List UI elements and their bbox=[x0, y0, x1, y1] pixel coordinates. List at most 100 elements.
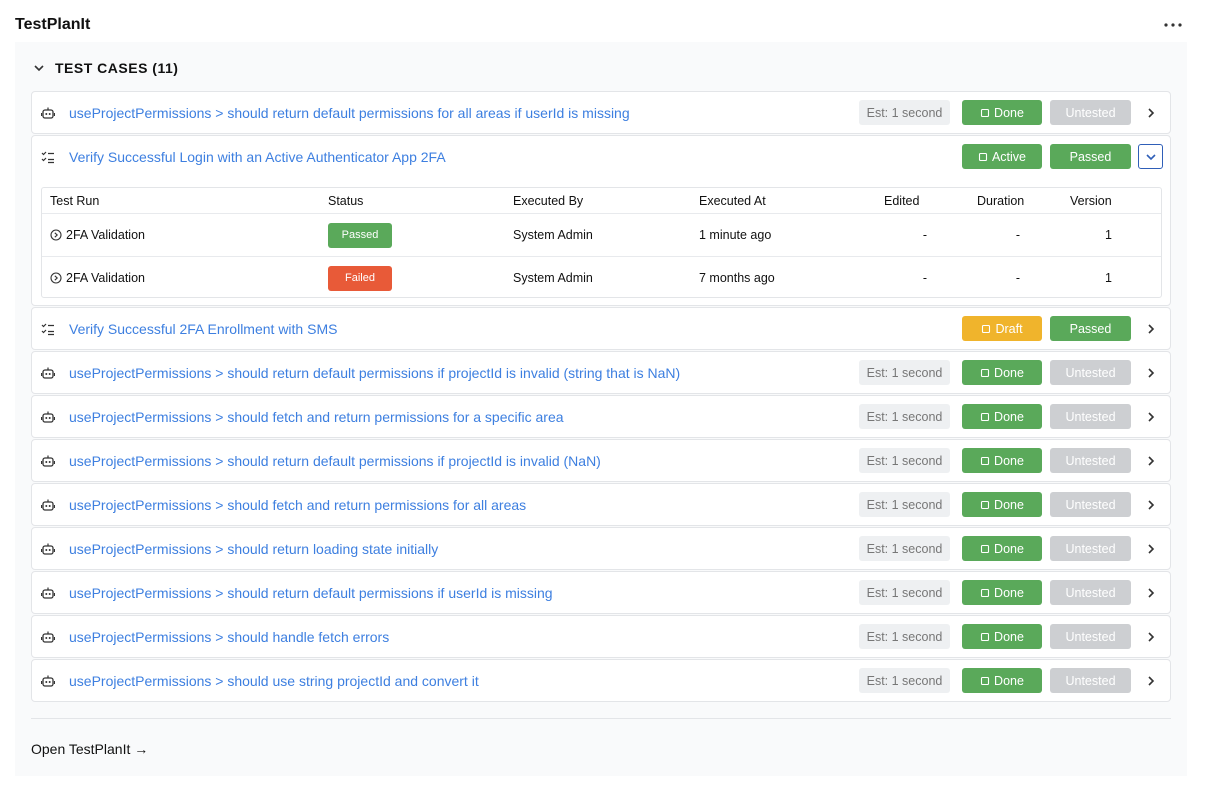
run-name-text: 2FA Validation bbox=[66, 271, 145, 285]
expand-button[interactable] bbox=[1145, 410, 1157, 429]
case-icon bbox=[40, 542, 56, 561]
column-header: Executed By bbox=[513, 193, 584, 208]
section-title: TEST CASES (11) bbox=[55, 60, 179, 76]
state-label: Done bbox=[994, 409, 1024, 424]
case-row[interactable]: useProjectPermissions > should return de… bbox=[31, 439, 1171, 482]
case-name[interactable]: Verify Successful 2FA Enrollment with SM… bbox=[69, 321, 338, 337]
column-header: Duration bbox=[977, 193, 1025, 208]
estimate-badge: Est: 1 second bbox=[859, 404, 950, 429]
run-name: 2FA Validation bbox=[50, 257, 145, 299]
case-name[interactable]: useProjectPermissions > should handle fe… bbox=[69, 629, 390, 645]
column-header: Edited bbox=[884, 193, 920, 208]
run-duration: - bbox=[1015, 228, 1020, 242]
robot-icon bbox=[40, 631, 56, 643]
case-icon bbox=[40, 106, 56, 125]
robot-icon bbox=[40, 411, 56, 423]
menu-button[interactable] bbox=[1163, 20, 1183, 30]
case-name[interactable]: useProjectPermissions > should return de… bbox=[69, 105, 630, 121]
case-icon bbox=[40, 454, 56, 473]
case-icon bbox=[41, 150, 55, 169]
state-label: Done bbox=[994, 365, 1024, 380]
case-name[interactable]: useProjectPermissions > should fetch and… bbox=[69, 409, 564, 425]
estimate-badge: Est: 1 second bbox=[859, 580, 950, 605]
case-icon bbox=[40, 630, 56, 649]
run-name: 2FA Validation bbox=[50, 214, 145, 256]
case-row[interactable]: useProjectPermissions > should handle fe… bbox=[31, 615, 1171, 658]
case-row[interactable]: Verify Successful 2FA Enrollment with SM… bbox=[31, 307, 1171, 350]
case-name[interactable]: useProjectPermissions > should use strin… bbox=[69, 673, 479, 689]
expand-button[interactable] bbox=[1145, 542, 1157, 561]
state-label: Active bbox=[991, 149, 1027, 164]
expand-button[interactable] bbox=[1145, 674, 1157, 693]
case-row[interactable]: useProjectPermissions > should return de… bbox=[31, 351, 1171, 394]
robot-icon bbox=[40, 675, 56, 687]
run-executed-at: 1 minute ago bbox=[699, 228, 772, 242]
expand-button[interactable] bbox=[1145, 630, 1157, 649]
status-badge: Untested bbox=[1050, 580, 1131, 605]
case-row[interactable]: useProjectPermissions > should return lo… bbox=[31, 527, 1171, 570]
state-label: Done bbox=[994, 497, 1024, 512]
expand-button[interactable] bbox=[1145, 366, 1157, 385]
robot-icon bbox=[40, 543, 56, 555]
case-row[interactable]: Verify Successful Login with an Active A… bbox=[31, 135, 1171, 306]
state-badge: Done bbox=[962, 492, 1042, 517]
case-row[interactable]: useProjectPermissions > should use strin… bbox=[31, 659, 1171, 702]
state-badge: Done bbox=[962, 448, 1042, 473]
open-link[interactable]: Open TestPlanIt → bbox=[31, 741, 149, 757]
run-status: Failed bbox=[328, 257, 392, 299]
status-badge: Untested bbox=[1050, 624, 1131, 649]
expand-button[interactable] bbox=[1145, 586, 1157, 605]
robot-icon bbox=[40, 499, 56, 511]
case-name[interactable]: useProjectPermissions > should return lo… bbox=[69, 541, 439, 557]
run-row[interactable]: 2FA Validation Passed System Admin 1 minute… bbox=[42, 213, 1161, 256]
runs-table: Test Run Status Executed By Executed At Edit… bbox=[41, 187, 1162, 298]
status-badge: Untested bbox=[1050, 536, 1131, 561]
case-row[interactable]: useProjectPermissions > should fetch and… bbox=[31, 483, 1171, 526]
expand-button[interactable] bbox=[1145, 454, 1157, 473]
case-name[interactable]: useProjectPermissions > should fetch and… bbox=[69, 497, 527, 513]
table-header: Test Run Status Executed By Executed At Edit… bbox=[42, 188, 1161, 213]
run-name-text: 2FA Validation bbox=[66, 228, 145, 242]
case-name[interactable]: useProjectPermissions > should return de… bbox=[69, 365, 681, 381]
estimate-badge: Est: 1 second bbox=[859, 360, 950, 385]
panel: TEST CASES (11) useProjectPermissions > … bbox=[15, 42, 1187, 776]
estimate-badge: Est: 1 second bbox=[859, 448, 950, 473]
status-badge: Untested bbox=[1050, 360, 1131, 385]
case-icon bbox=[40, 498, 56, 517]
estimate-badge: Est: 1 second bbox=[859, 100, 950, 125]
state-label: Done bbox=[994, 453, 1024, 468]
checklist-icon bbox=[41, 151, 54, 164]
expand-button[interactable] bbox=[1145, 106, 1157, 125]
run-version: 1 bbox=[1105, 228, 1112, 242]
expand-button[interactable] bbox=[1145, 498, 1157, 517]
status-badge: Passed bbox=[1050, 316, 1131, 341]
case-name[interactable]: Verify Successful Login with an Active A… bbox=[69, 149, 446, 165]
state-badge: Draft bbox=[962, 316, 1042, 341]
case-row[interactable]: useProjectPermissions > should return de… bbox=[31, 91, 1171, 134]
case-icon bbox=[40, 674, 56, 693]
case-row[interactable]: useProjectPermissions > should return de… bbox=[31, 571, 1171, 614]
case-name[interactable]: useProjectPermissions > should return de… bbox=[69, 453, 601, 469]
status-badge: Untested bbox=[1050, 404, 1131, 429]
run-row[interactable]: 2FA Validation Failed System Admin 7 months… bbox=[42, 256, 1161, 299]
column-header: Status bbox=[328, 193, 364, 208]
case-name[interactable]: useProjectPermissions > should return de… bbox=[69, 585, 553, 601]
estimate-badge: Est: 1 second bbox=[859, 668, 950, 693]
estimate-badge: Est: 1 second bbox=[859, 492, 950, 517]
robot-icon bbox=[40, 107, 56, 119]
section-header[interactable]: TEST CASES (11) bbox=[33, 60, 178, 76]
run-duration: - bbox=[1015, 271, 1020, 285]
run-executed-at: 7 months ago bbox=[699, 271, 775, 285]
divider bbox=[31, 718, 1171, 719]
robot-icon bbox=[40, 587, 56, 599]
status-badge: Untested bbox=[1050, 100, 1131, 125]
state-badge: Done bbox=[962, 668, 1042, 693]
case-icon bbox=[41, 322, 55, 341]
state-badge: Done bbox=[962, 580, 1042, 605]
state-badge: Active bbox=[962, 144, 1042, 169]
expand-button[interactable] bbox=[1145, 322, 1157, 341]
collapse-button[interactable] bbox=[1138, 144, 1163, 169]
run-edited: - bbox=[922, 271, 927, 285]
case-row[interactable]: useProjectPermissions > should fetch and… bbox=[31, 395, 1171, 438]
state-label: Done bbox=[994, 541, 1024, 556]
